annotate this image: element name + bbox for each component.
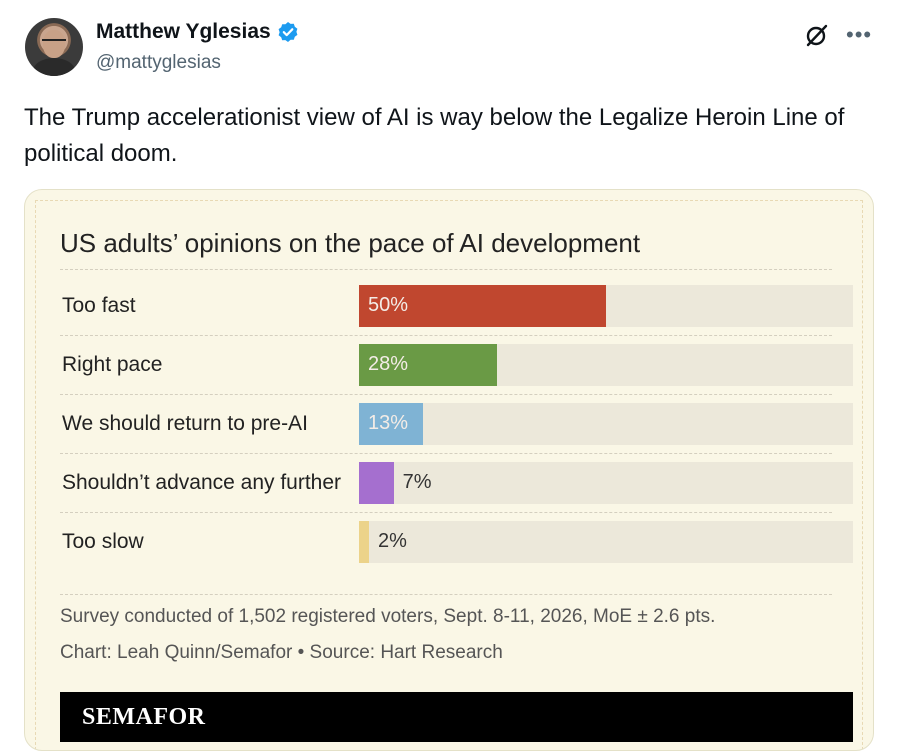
bar (359, 521, 369, 563)
bar-track: 28% (359, 344, 853, 386)
bar-value-label: 2% (378, 530, 407, 552)
chart-image-card[interactable]: US adults’ opinions on the pace of AI de… (24, 189, 874, 751)
avatar-shirt (33, 58, 75, 76)
chart-title: US adults’ opinions on the pace of AI de… (60, 228, 641, 258)
chart-credit: Chart: Leah Quinn/Semafor • Source: Hart… (60, 642, 503, 663)
author-avatar[interactable] (25, 18, 83, 76)
bar-track: 7% (359, 462, 853, 504)
bar-track: 2% (359, 521, 853, 563)
chart-footer-divider (60, 594, 832, 595)
bar-value-label: 28% (368, 353, 409, 375)
bar (359, 285, 606, 327)
semafor-brand-bar: SEMAFOR (60, 692, 853, 742)
row-divider (60, 335, 832, 336)
row-divider (60, 453, 832, 454)
bar (359, 403, 424, 445)
chart-footnote: Survey conducted of 1,502 registered vot… (60, 606, 716, 627)
chart-frame: US adults’ opinions on the pace of AI de… (35, 200, 863, 750)
avatar-glasses (42, 39, 66, 47)
bar (359, 344, 498, 386)
bar-track: 13% (359, 403, 853, 445)
row-divider (60, 394, 832, 395)
bar-value-label: 50% (368, 294, 409, 316)
bar-track: 50% (359, 285, 853, 327)
bar-label: Shouldn’t advance any further (62, 471, 342, 494)
verified-badge-icon (278, 22, 298, 42)
author-name[interactable]: Matthew Yglesias (96, 20, 271, 43)
author-handle[interactable]: @mattyglesias (96, 52, 221, 73)
author-name-row[interactable]: Matthew Yglesias (96, 20, 299, 44)
bar (359, 462, 394, 504)
tweet-text: The Trump accelerationist view of AI is … (24, 104, 845, 167)
row-divider (60, 512, 832, 513)
bar-label: Too fast (62, 294, 136, 317)
title-divider (60, 269, 832, 270)
bar-label: Too slow (62, 530, 144, 553)
avatar-head (43, 30, 65, 58)
bar-label: Right pace (62, 353, 163, 376)
bar-value-label: 7% (402, 471, 432, 493)
more-options-icon[interactable]: ••• (846, 22, 873, 47)
grok-icon[interactable] (804, 22, 830, 48)
bar-value-label: 13% (368, 412, 409, 434)
bar-label: We should return to pre-AI (62, 412, 308, 435)
